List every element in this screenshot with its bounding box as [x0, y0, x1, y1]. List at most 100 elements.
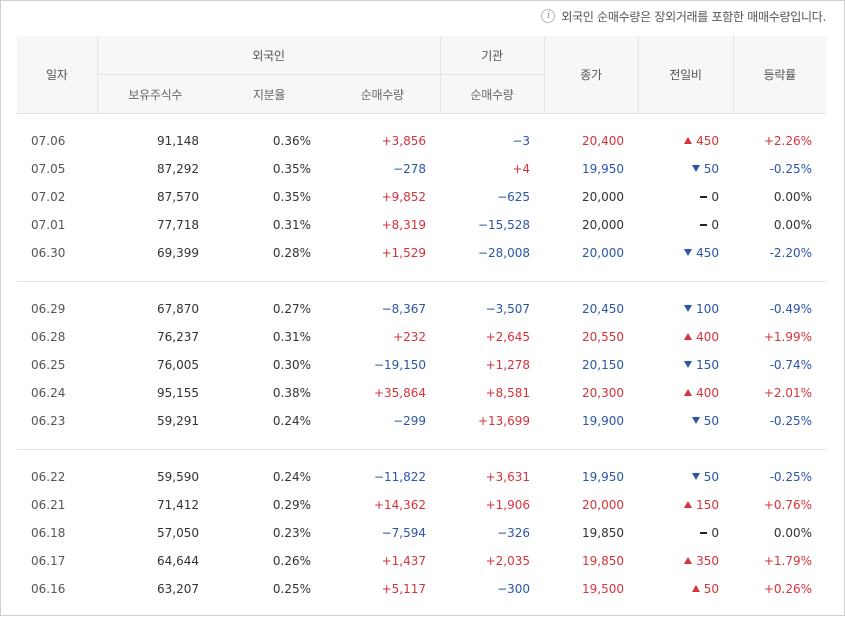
cell-change: 0: [638, 211, 733, 239]
up-triangle-icon: [684, 137, 692, 144]
header-institution: 기관: [440, 36, 544, 75]
header-close: 종가: [544, 36, 638, 114]
group-gap: [17, 267, 826, 282]
change-value: 100: [696, 302, 719, 316]
cell-holdings: 77,718: [97, 211, 213, 239]
change-value: 0: [711, 190, 719, 204]
cell-foreign-net: −8,367: [325, 295, 440, 323]
gap-cell: [17, 435, 826, 450]
header-ratio: 지분율: [213, 75, 325, 114]
cell-rate: -0.25%: [733, 463, 826, 491]
cell-foreign-net: −7,594: [325, 519, 440, 547]
header-institution-net: 순매수량: [440, 75, 544, 114]
cell-ratio: 0.38%: [213, 379, 325, 407]
group-gap: [17, 435, 826, 450]
down-triangle-icon: [692, 417, 700, 424]
up-triangle-icon: [684, 557, 692, 564]
spacer-cell: [17, 114, 826, 128]
cell-close: 20,000: [544, 491, 638, 519]
cell-rate: +0.76%: [733, 491, 826, 519]
cell-change: 450: [638, 127, 733, 155]
cell-change: 50: [638, 463, 733, 491]
cell-holdings: 76,237: [97, 323, 213, 351]
cell-foreign-net: −299: [325, 407, 440, 435]
gap-cell: [17, 603, 826, 617]
change-value: 450: [696, 246, 719, 260]
cell-change: 450: [638, 239, 733, 267]
cell-holdings: 87,292: [97, 155, 213, 183]
up-triangle-icon: [684, 501, 692, 508]
cell-ratio: 0.36%: [213, 127, 325, 155]
down-triangle-icon: [692, 473, 700, 480]
cell-date: 06.21: [17, 491, 97, 519]
header-holdings: 보유주식수: [97, 75, 213, 114]
spacer-cell: [17, 450, 826, 463]
cell-date: 06.16: [17, 575, 97, 603]
change-value: 450: [696, 134, 719, 148]
change-value: 50: [704, 162, 719, 176]
cell-close: 20,550: [544, 323, 638, 351]
cell-ratio: 0.28%: [213, 239, 325, 267]
group-gap: [17, 603, 826, 617]
group-spacer: [17, 114, 826, 128]
cell-ratio: 0.26%: [213, 547, 325, 575]
cell-close: 20,150: [544, 351, 638, 379]
up-triangle-icon: [684, 389, 692, 396]
cell-close: 20,000: [544, 211, 638, 239]
down-triangle-icon: [684, 361, 692, 368]
cell-holdings: 69,399: [97, 239, 213, 267]
cell-holdings: 95,155: [97, 379, 213, 407]
cell-date: 06.18: [17, 519, 97, 547]
cell-change: 50: [638, 407, 733, 435]
change-value: 50: [704, 414, 719, 428]
cell-holdings: 76,005: [97, 351, 213, 379]
cell-holdings: 71,412: [97, 491, 213, 519]
cell-close: 20,000: [544, 183, 638, 211]
group-spacer: [17, 450, 826, 463]
up-triangle-icon: [692, 585, 700, 592]
cell-change: 0: [638, 519, 733, 547]
cell-rate: 0.00%: [733, 183, 826, 211]
header-rate: 등락률: [733, 36, 826, 114]
cell-institution-net: −15,528: [440, 211, 544, 239]
cell-rate: -0.25%: [733, 407, 826, 435]
cell-holdings: 91,148: [97, 127, 213, 155]
cell-ratio: 0.30%: [213, 351, 325, 379]
cell-ratio: 0.27%: [213, 295, 325, 323]
cell-close: 19,900: [544, 407, 638, 435]
cell-ratio: 0.29%: [213, 491, 325, 519]
cell-holdings: 59,291: [97, 407, 213, 435]
down-triangle-icon: [684, 249, 692, 256]
cell-rate: 0.00%: [733, 519, 826, 547]
cell-change: 50: [638, 155, 733, 183]
cell-ratio: 0.35%: [213, 155, 325, 183]
cell-holdings: 64,644: [97, 547, 213, 575]
cell-change: 150: [638, 491, 733, 519]
cell-institution-net: −3,507: [440, 295, 544, 323]
cell-close: 19,850: [544, 519, 638, 547]
cell-date: 07.05: [17, 155, 97, 183]
change-value: 400: [696, 386, 719, 400]
cell-foreign-net: +1,437: [325, 547, 440, 575]
cell-change: 400: [638, 323, 733, 351]
cell-foreign-net: +9,852: [325, 183, 440, 211]
group-spacer: [17, 282, 826, 295]
cell-institution-net: +2,645: [440, 323, 544, 351]
cell-ratio: 0.25%: [213, 575, 325, 603]
cell-date: 06.22: [17, 463, 97, 491]
cell-date: 07.06: [17, 127, 97, 155]
cell-change: 150: [638, 351, 733, 379]
cell-ratio: 0.31%: [213, 323, 325, 351]
